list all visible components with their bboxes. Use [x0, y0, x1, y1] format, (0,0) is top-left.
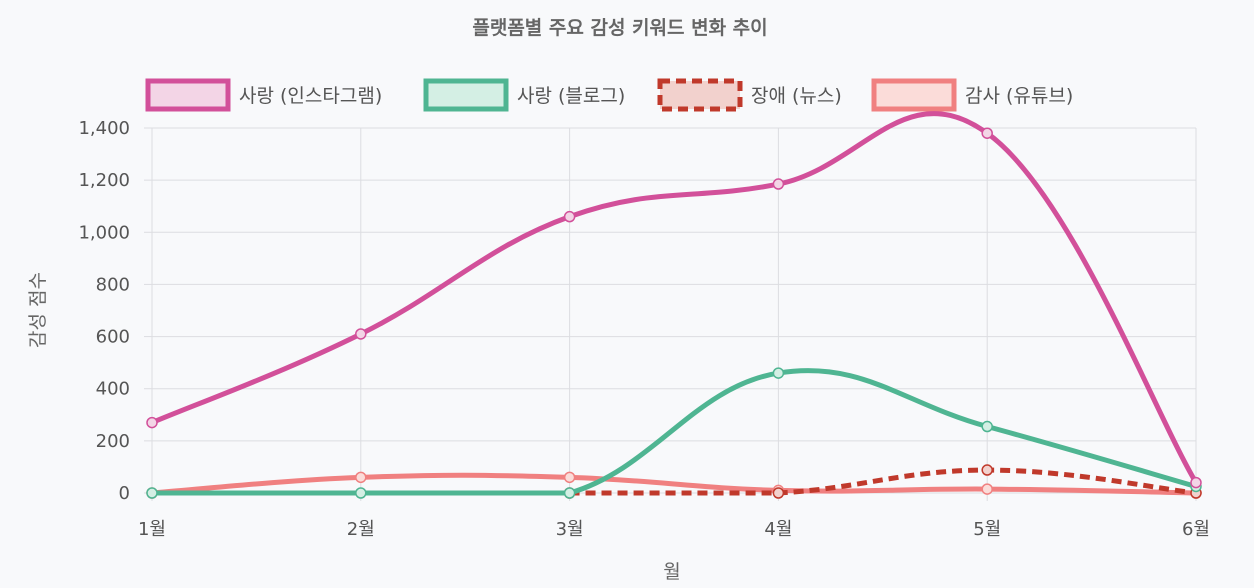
- series-0-point[interactable]: [355, 328, 367, 340]
- legend-label[interactable]: 사랑 (블로그): [517, 85, 625, 107]
- x-tick-label: 2월: [347, 519, 375, 540]
- series-1-point[interactable]: [355, 487, 367, 499]
- y-tick-label: 800: [96, 274, 130, 295]
- grid: [144, 127, 1197, 501]
- x-tick-label: 4월: [764, 519, 792, 540]
- chart-title: 플랫폼별 주요 감성 키워드 변화 추이: [472, 17, 767, 39]
- legend-swatch[interactable]: [145, 78, 231, 112]
- series-1-point[interactable]: [563, 487, 576, 499]
- legend-swatch[interactable]: [657, 78, 743, 112]
- y-axis-title: 감성 점수: [27, 272, 49, 348]
- series-3-line: [151, 472, 1197, 496]
- series-1-point[interactable]: [772, 367, 785, 379]
- series-3-point[interactable]: [355, 471, 367, 484]
- legend-label[interactable]: 장애 (뉴스): [751, 85, 842, 107]
- series-2-line: [569, 467, 1197, 496]
- series-1-point[interactable]: [981, 420, 993, 433]
- legend-label[interactable]: 감사 (유튜브): [965, 85, 1073, 107]
- legend-swatch[interactable]: [871, 78, 957, 112]
- y-tick-label: 1,200: [78, 170, 130, 191]
- x-axis: 1월 2월 3월 4월 5월 6월: [138, 519, 1210, 540]
- series-1-point[interactable]: [146, 487, 158, 499]
- series-3-point[interactable]: [563, 471, 576, 484]
- series-0-point[interactable]: [563, 210, 576, 223]
- x-tick-label: 6월: [1182, 519, 1210, 540]
- series-0-point[interactable]: [981, 127, 993, 139]
- series-2-point[interactable]: [981, 464, 993, 476]
- x-tick-label: 3월: [556, 519, 584, 540]
- series-layer: [146, 111, 1202, 499]
- legend: 사랑 (인스타그램) 사랑 (블로그) 장애 (뉴스) 감사 (유튜브): [145, 78, 1073, 112]
- y-tick-label: 1,400: [78, 118, 130, 139]
- y-tick-label: 1,000: [78, 222, 130, 243]
- series-3-point[interactable]: [981, 483, 993, 495]
- series-0-line: [151, 111, 1199, 484]
- series-0-point[interactable]: [772, 178, 785, 190]
- y-tick-label: 0: [119, 483, 130, 504]
- series-1-line: [151, 368, 1197, 496]
- y-tick-label: 400: [96, 379, 130, 400]
- x-tick-label: 1월: [138, 519, 166, 540]
- series-2-point[interactable]: [772, 487, 785, 499]
- legend-swatch[interactable]: [423, 78, 509, 112]
- series-0-point[interactable]: [146, 416, 158, 429]
- series-0-point[interactable]: [1190, 476, 1202, 489]
- x-axis-title: 월: [663, 561, 680, 583]
- y-axis: 0 200 400 600 800 1,000 1,200 1,400: [78, 118, 130, 504]
- y-tick-label: 200: [96, 431, 130, 452]
- y-tick-label: 600: [96, 327, 130, 348]
- x-tick-label: 5월: [973, 519, 1001, 540]
- legend-label[interactable]: 사랑 (인스타그램): [239, 85, 382, 107]
